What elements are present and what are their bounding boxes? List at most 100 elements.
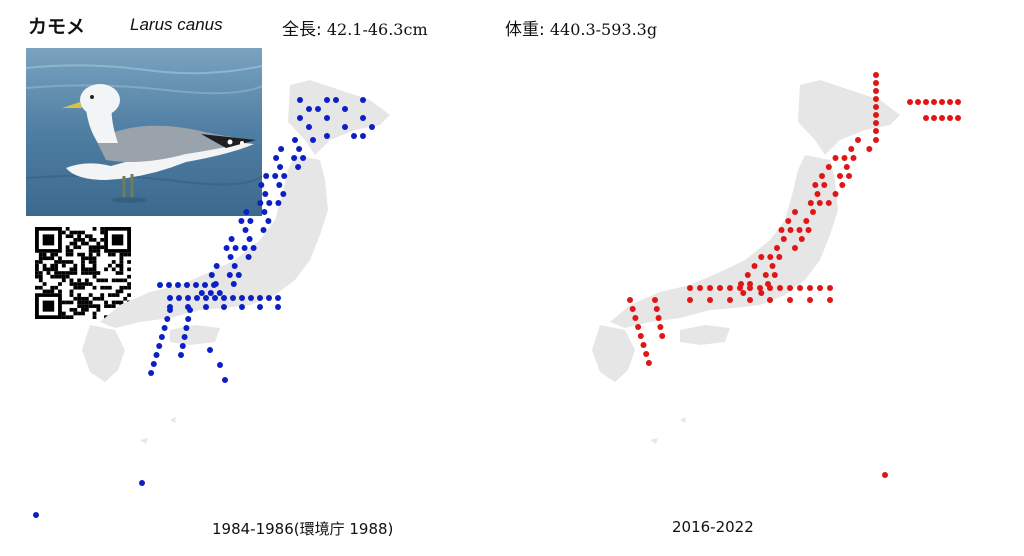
length-stat: 全長: 42.1-46.3cm xyxy=(282,15,428,40)
early-occurrence-dot xyxy=(292,137,298,143)
qr-module xyxy=(46,289,51,294)
qr-module xyxy=(50,285,55,290)
recent-occurrence-dot xyxy=(737,285,743,291)
early-occurrence-dot xyxy=(273,155,280,161)
qr-module xyxy=(65,300,70,305)
qr-module xyxy=(73,263,78,268)
qr-module xyxy=(69,234,74,239)
qr-module xyxy=(84,271,89,275)
recent-occurrence-dot xyxy=(866,146,873,152)
qr-module xyxy=(115,289,120,294)
qr-code[interactable] xyxy=(35,227,131,319)
qr-module xyxy=(92,238,97,242)
qr-module xyxy=(69,300,74,305)
early-occurrence-dot xyxy=(297,97,303,103)
qr-module xyxy=(77,238,82,242)
recent-occurrence-dot xyxy=(955,99,961,105)
qr-module xyxy=(38,285,43,290)
qr-module xyxy=(61,271,66,275)
early-occurrence-dot xyxy=(231,263,238,269)
early-occurrence-dot xyxy=(221,304,227,310)
early-occurrence-dot xyxy=(324,97,330,103)
recent-occurrence-dot xyxy=(873,128,879,134)
recent-occurrence-dot xyxy=(747,297,753,303)
early-occurrence-dot xyxy=(153,352,160,358)
early-occurrence-dot xyxy=(207,347,213,353)
qr-module xyxy=(119,260,124,264)
qr-module xyxy=(92,274,97,279)
qr-module xyxy=(92,260,97,264)
early-occurrence-dot xyxy=(281,173,288,179)
early-occurrence-dot xyxy=(203,304,209,310)
recent-occurrence-dot xyxy=(846,173,852,179)
qr-module xyxy=(100,293,105,297)
qr-module xyxy=(81,230,85,235)
early-occurrence-dot xyxy=(194,295,200,301)
early-occurrence-dot xyxy=(276,182,283,188)
distribution-map-1984-1986 xyxy=(20,60,460,520)
qr-module xyxy=(81,307,85,312)
early-occurrence-dot xyxy=(239,304,245,310)
recent-occurrence-dot xyxy=(767,254,774,260)
recent-occurrence-dot xyxy=(931,115,937,121)
recent-occurrence-dot xyxy=(825,164,832,170)
recent-occurrence-dot xyxy=(774,245,780,251)
early-land-0 xyxy=(288,80,390,155)
qr-module xyxy=(96,241,101,246)
qr-module xyxy=(88,282,93,286)
early-occurrence-dot xyxy=(167,307,173,313)
qr-module xyxy=(69,267,74,272)
qr-module xyxy=(92,249,97,253)
early-occurrence-dot xyxy=(280,191,287,197)
qr-module xyxy=(111,260,116,264)
qr-module xyxy=(69,278,74,283)
qr-module xyxy=(119,289,124,294)
qr-module xyxy=(92,263,97,268)
early-occurrence-dot xyxy=(351,133,357,139)
qr-module xyxy=(107,252,112,257)
qr-module xyxy=(96,304,101,308)
early-occurrence-dot xyxy=(360,115,366,121)
qr-module xyxy=(119,252,124,257)
recent-occurrence-dot xyxy=(807,285,813,291)
early-occurrence-dot xyxy=(175,282,181,288)
qr-module xyxy=(88,238,93,242)
qr-module xyxy=(88,249,93,253)
qr-module xyxy=(123,296,128,301)
early-occurrence-dot xyxy=(306,124,312,130)
qr-finder-pattern xyxy=(111,234,124,246)
qr-module xyxy=(65,252,70,257)
qr-module xyxy=(81,238,85,242)
qr-module xyxy=(127,282,131,286)
qr-module xyxy=(65,315,70,319)
recent-occurrence-dot xyxy=(907,99,913,105)
qr-module xyxy=(77,293,82,297)
qr-module xyxy=(69,249,74,253)
weight-label: 体重: xyxy=(505,20,545,40)
qr-module xyxy=(81,252,85,257)
qr-module xyxy=(84,304,89,308)
early-occurrence-dot xyxy=(211,282,217,288)
qr-module xyxy=(107,304,112,308)
qr-module xyxy=(81,304,85,308)
qr-module xyxy=(84,300,89,305)
early-occurrence-dot xyxy=(248,295,254,301)
qr-module xyxy=(77,278,82,283)
qr-module xyxy=(111,293,116,297)
recent-occurrence-dot xyxy=(873,72,879,78)
early-occurrence-dot xyxy=(275,304,281,310)
recent-occurrence-dot xyxy=(792,209,798,215)
early-occurrence-dot xyxy=(179,343,186,349)
qr-module xyxy=(69,260,74,264)
qr-module xyxy=(50,274,55,279)
early-occurrence-dot xyxy=(265,218,272,224)
qr-module xyxy=(84,282,89,286)
qr-module xyxy=(119,256,124,261)
qr-module xyxy=(65,227,70,231)
qr-module xyxy=(104,278,108,283)
recent-occurrence-dot xyxy=(873,96,879,102)
early-occurrence-dot xyxy=(213,263,220,269)
early-occurrence-dot xyxy=(230,281,237,287)
qr-module xyxy=(104,285,108,290)
early-occurrence-dot xyxy=(166,282,172,288)
